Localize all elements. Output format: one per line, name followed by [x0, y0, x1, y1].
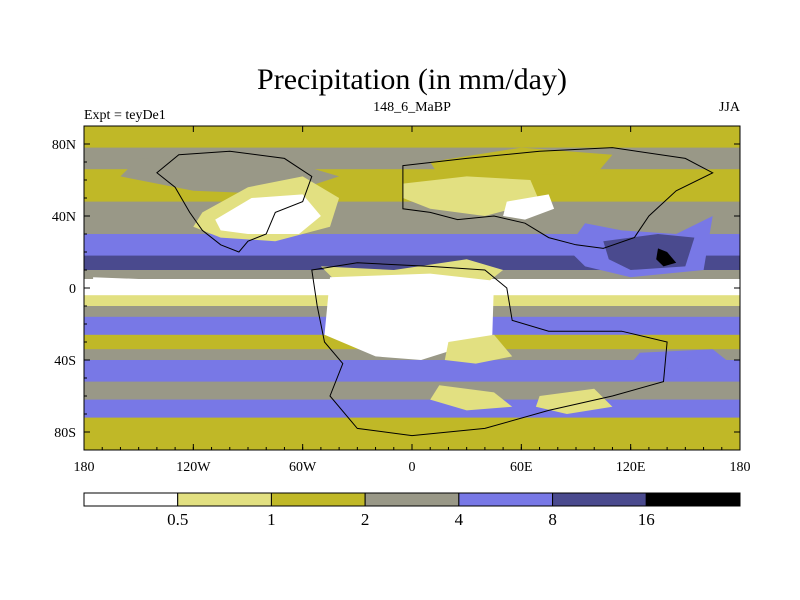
colorbar: 0.5 1 2 4 8 16	[83, 492, 741, 529]
subtitle-center: 148_6_MaBP	[373, 100, 451, 115]
colorbar-swatch	[177, 492, 272, 507]
precip-patch-8	[656, 248, 677, 267]
coastline-gondwana	[311, 262, 668, 437]
subtitle-right: JJA	[719, 100, 741, 115]
precip-patch-4	[503, 194, 555, 220]
continent-outline-layer	[156, 147, 714, 437]
x-tick-label: 60W	[289, 460, 317, 475]
colorbar-level-label: 8	[548, 510, 557, 529]
colorbar-swatch	[458, 492, 554, 507]
x-tick-label: 0	[409, 460, 416, 475]
x-tick-label: 180	[74, 460, 95, 475]
colorbar-level-label: 2	[361, 510, 370, 529]
colorbar-level-label: 0.5	[167, 510, 188, 529]
precip-patch-5	[430, 147, 613, 177]
precip-patch-13	[535, 388, 613, 414]
y-tick-label: 0	[69, 282, 76, 297]
precip-patch-2	[215, 194, 321, 234]
precip-patch-16	[630, 349, 731, 371]
zonal-band-5	[84, 255, 740, 271]
contour-fill-layer	[84, 126, 740, 450]
y-axis: 80N 40N 0 40S 80S	[52, 138, 740, 441]
precip-patch-10	[324, 273, 494, 360]
precip-patch-12	[430, 385, 513, 411]
subtitle-left: Expt = teyDe1	[84, 108, 166, 123]
coastline-eurasia	[402, 147, 714, 249]
colorbar-swatch	[270, 492, 366, 507]
zonal-band-3	[84, 201, 740, 235]
x-tick-label: 180	[730, 460, 751, 475]
x-tick-label: 120E	[616, 460, 646, 475]
precip-patch-11	[444, 334, 513, 364]
zonal-band-14	[84, 381, 740, 401]
precip-patch-3	[402, 176, 540, 216]
zonal-band-0	[84, 126, 740, 149]
x-axis: 180 120W 60W 0 60E 120E 180	[74, 126, 751, 475]
y-tick-label: 80N	[52, 138, 76, 153]
colorbar-level-label: 1	[267, 510, 276, 529]
colorbar-level-label: 16	[638, 510, 655, 529]
coastline-north-america	[156, 150, 313, 253]
y-tick-label: 40S	[54, 354, 76, 369]
zonal-band-13	[84, 360, 740, 383]
colorbar-level-label: 4	[455, 510, 464, 529]
colorbar-swatch	[552, 492, 647, 507]
colorbar-swatch	[645, 492, 741, 507]
colorbar-swatch	[364, 492, 460, 507]
y-tick-label: 40N	[52, 210, 76, 225]
x-tick-label: 60E	[510, 460, 533, 475]
precip-patch-14	[93, 277, 139, 294]
zonal-band-15	[84, 399, 740, 419]
chart-title: Precipitation (in mm/day)	[257, 63, 567, 96]
x-tick-label: 120W	[176, 460, 211, 475]
precip-patch-15	[694, 279, 740, 292]
y-tick-label: 80S	[54, 426, 76, 441]
colorbar-swatch	[83, 492, 179, 507]
